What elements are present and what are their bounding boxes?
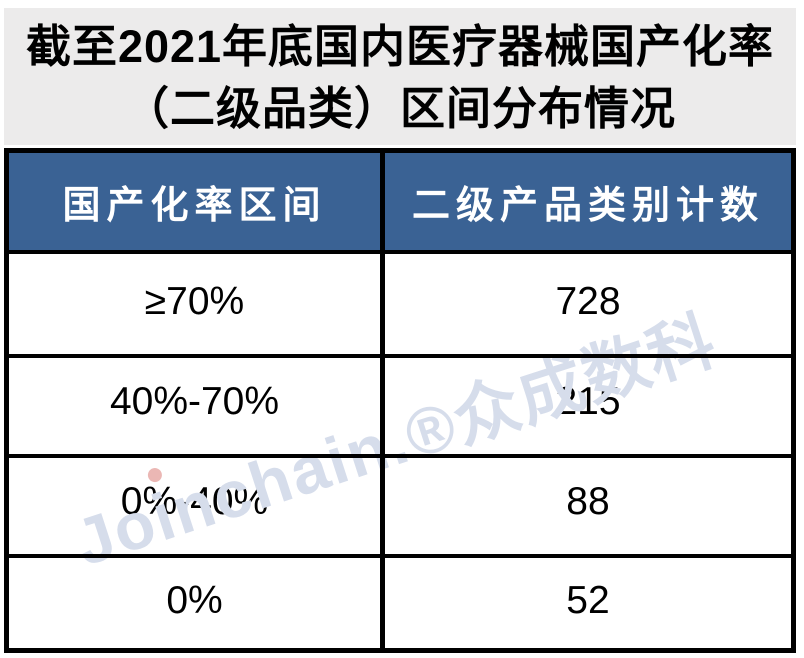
- count-cell-row1: 728: [385, 254, 791, 350]
- range-cell-row1: ≥70%: [9, 254, 380, 350]
- figure-title-line1: 截至2021年底国内医疗器械国产化率: [25, 21, 775, 72]
- range-cell-row4: 0%: [9, 554, 380, 648]
- figure-title-line2: （二级品类）区间分布情况: [123, 83, 676, 134]
- figure-title: 截至2021年底国内医疗器械国产化率 （二级品类）区间分布情况: [4, 8, 796, 145]
- range-cell-row2: 40%-70%: [9, 354, 380, 450]
- column-header-category-count: 二级产品类别计数: [385, 153, 791, 250]
- range-cell-row3: 0%-40%: [9, 454, 380, 550]
- count-cell-row4: 52: [385, 554, 791, 648]
- data-table: 国产化率区间 二级产品类别计数 ≥70% 728 40%-70% 215 0%-…: [4, 148, 796, 653]
- count-cell-row3: 88: [385, 454, 791, 550]
- column-header-localization-range: 国产化率区间: [9, 153, 380, 250]
- count-cell-row2: 215: [385, 354, 791, 450]
